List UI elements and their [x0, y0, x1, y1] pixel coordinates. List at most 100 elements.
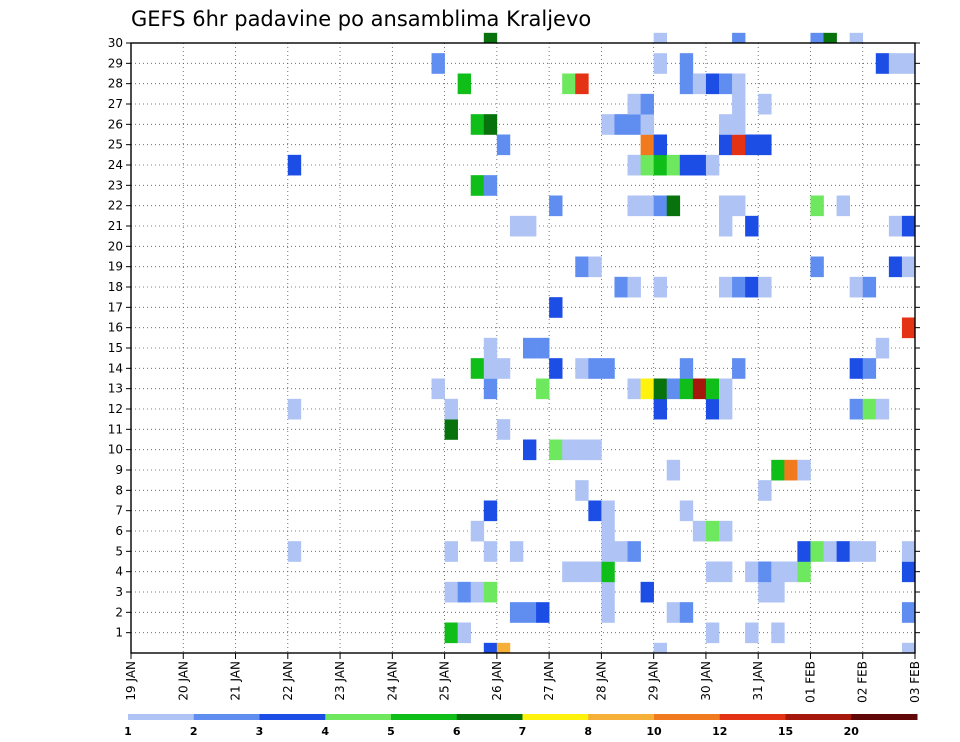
precip-cell: [758, 134, 772, 156]
precip-cell: [823, 541, 837, 562]
y-tick-label: 12: [108, 402, 123, 416]
precip-cell: [287, 398, 302, 420]
y-tick-label: 8: [115, 483, 123, 497]
precip-cell: [575, 439, 589, 461]
precip-cell: [758, 561, 772, 583]
precip-cell: [549, 439, 563, 461]
precip-cell: [470, 520, 485, 542]
precip-cell: [444, 419, 458, 440]
precip-cell: [601, 114, 615, 135]
precip-cell: [627, 195, 641, 217]
precip-cell: [444, 398, 458, 420]
x-tick-label: 27 JAN: [542, 661, 556, 701]
precip-cell: [575, 358, 589, 379]
precip-cell: [758, 93, 772, 115]
precip-cell: [849, 358, 864, 379]
precip-cell: [679, 500, 694, 522]
y-tick-label: 21: [108, 219, 123, 233]
precip-cell: [719, 215, 733, 237]
precip-cell: [483, 337, 498, 359]
y-tick-label: 2: [115, 605, 123, 619]
precip-cell: [614, 114, 628, 135]
precip-cell: [640, 581, 654, 603]
x-axis-ticks: 19 JAN 20 JAN 21 JAN 22 JAN 23 JAN 24 JAN 25 J…: [124, 661, 922, 703]
y-tick-label: 15: [108, 341, 123, 355]
precip-cell: [444, 541, 458, 562]
axes: [126, 42, 920, 659]
precip-cell: [888, 256, 903, 278]
precip-cell: [836, 541, 850, 562]
precip-cell: [431, 378, 445, 400]
y-tick-label: 9: [115, 463, 123, 477]
x-tick-label: 29 JAN: [647, 661, 661, 701]
precip-cell: [575, 480, 589, 501]
precip-cell: [509, 541, 524, 562]
precip-cell: [810, 541, 824, 562]
precip-cell: [640, 154, 654, 176]
precip-cell: [758, 581, 772, 603]
precip-cell: [745, 215, 759, 237]
precip-cell: [875, 398, 890, 420]
precip-cell: [601, 358, 615, 379]
precip-cell: [888, 53, 903, 74]
y-tick-label: 5: [115, 544, 123, 558]
precip-cell: [287, 154, 302, 176]
precip-cell: [653, 378, 668, 400]
precip-cell: [562, 439, 576, 461]
precip-cell: [849, 541, 864, 562]
x-tick-label: 30 JAN: [699, 661, 713, 701]
y-tick-label: 4: [115, 565, 123, 579]
precip-cell: [758, 480, 772, 501]
precip-cell: [457, 581, 472, 603]
x-tick-label: 21 JAN: [229, 661, 243, 701]
precip-cell: [719, 114, 733, 135]
precip-cell: [901, 317, 916, 339]
precip-cell: [483, 32, 498, 44]
precip-cell: [692, 378, 707, 400]
colorbar-tick-label: 15: [778, 725, 793, 738]
precip-cell: [901, 53, 916, 74]
precip-cell: [719, 134, 733, 156]
precip-cell: [849, 398, 864, 420]
precip-cell: [627, 378, 641, 400]
precip-cell: [862, 398, 877, 420]
precip-cell: [862, 276, 877, 298]
precip-cell: [732, 114, 746, 135]
precip-cell: [771, 581, 785, 603]
precip-cell: [640, 195, 654, 217]
y-axis-ticks: 1234567891011121314151617181920212223242…: [108, 36, 123, 640]
precip-cell: [483, 175, 498, 196]
precip-cell: [483, 500, 498, 522]
colorbar-tick-label: 2: [190, 725, 198, 738]
y-tick-label: 26: [108, 117, 123, 131]
precip-cell: [771, 459, 785, 481]
precip-cell: [705, 378, 720, 400]
precip-cell: [679, 602, 694, 623]
y-tick-label: 10: [108, 443, 123, 457]
precip-cell: [653, 276, 668, 298]
colorbar-tick-label: 20: [844, 725, 860, 738]
precip-cell: [588, 358, 602, 379]
precip-cell: [901, 642, 916, 654]
precip-cell: [719, 73, 733, 95]
precip-cell: [692, 154, 707, 176]
precip-cell: [588, 561, 602, 583]
precip-cell: [483, 378, 498, 400]
y-tick-label: 22: [108, 199, 123, 213]
precip-cell: [287, 541, 302, 562]
y-tick-label: 25: [108, 138, 123, 152]
precip-cell: [875, 53, 890, 74]
precip-cell: [745, 276, 759, 298]
precip-cell: [523, 439, 537, 461]
precip-cell: [666, 602, 681, 623]
precip-cell: [653, 398, 668, 420]
precip-cell: [536, 602, 550, 623]
precip-cell: [627, 276, 641, 298]
precip-cell: [771, 561, 785, 583]
precip-cell: [732, 73, 746, 95]
precip-cell: [666, 459, 681, 481]
precip-cell: [771, 622, 785, 644]
precip-cell: [523, 337, 537, 359]
precip-cell: [588, 439, 602, 461]
precip-cell: [862, 541, 877, 562]
